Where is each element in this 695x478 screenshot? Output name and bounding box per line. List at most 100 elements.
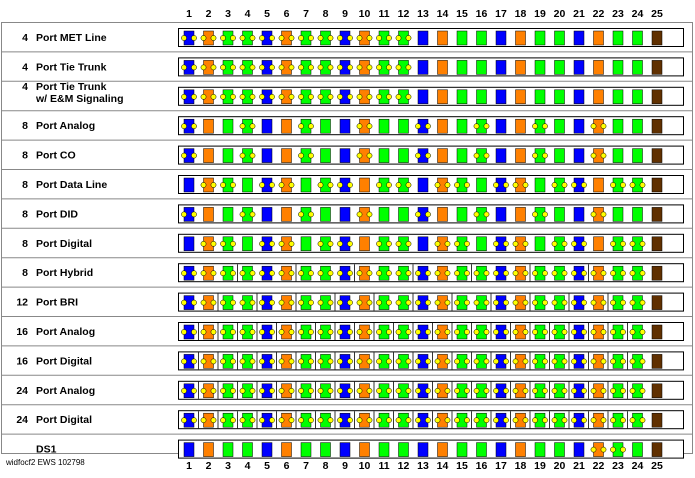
pin-number-bottom: 9 <box>342 460 348 472</box>
active-pin-dot <box>532 123 538 130</box>
pin-number-top: 1 <box>186 8 192 20</box>
active-pin-dot <box>571 299 577 306</box>
active-pin-dot <box>269 417 275 424</box>
pin-number-top: 24 <box>632 8 644 20</box>
active-pin-dot <box>366 152 373 159</box>
active-pin-dot <box>376 270 382 277</box>
active-pin-dot <box>220 299 226 306</box>
active-pin-dot <box>298 387 304 394</box>
pin-17 <box>495 30 507 46</box>
pin-number-top: 16 <box>476 8 488 20</box>
active-pin-dot <box>639 182 646 188</box>
pin-23 <box>612 118 624 134</box>
connector-row: 8 Port Digital <box>2 227 692 253</box>
active-pin-dot <box>239 270 246 277</box>
pin-21 <box>573 442 585 457</box>
connector-row: DS1 <box>2 433 692 459</box>
pin-18 <box>515 89 526 105</box>
row-port-type: Port CO <box>36 150 76 162</box>
active-pin-dot <box>415 299 421 306</box>
active-pin-dot <box>473 358 480 365</box>
active-pin-dot <box>376 358 382 365</box>
pin-number-bottom: 5 <box>264 460 270 472</box>
active-pin-dot <box>337 387 343 394</box>
active-pin-dot <box>561 387 568 394</box>
active-pin-dot <box>473 152 480 159</box>
active-pin-dot <box>327 417 334 424</box>
active-pin-dot <box>239 417 246 424</box>
row-port-type: Port Tie Trunk <box>36 81 107 93</box>
active-pin-dot <box>542 417 548 424</box>
pin-number-bottom: 3 <box>225 460 231 472</box>
pin-25 <box>651 295 663 310</box>
active-pin-dot <box>230 182 236 188</box>
active-pin-dot <box>581 182 587 188</box>
active-pin-dot <box>512 358 519 365</box>
pin-19 <box>534 236 546 252</box>
active-pin-dot <box>249 35 256 41</box>
row-port-count: 8 <box>22 120 28 132</box>
pin-number-top: 2 <box>206 8 212 20</box>
pin-14 <box>437 60 448 75</box>
active-pin-dot <box>317 35 324 41</box>
active-pin-dot <box>444 182 451 188</box>
pin-number-bottom: 24 <box>632 460 644 472</box>
active-pin-dot <box>600 358 607 365</box>
active-pin-dot <box>376 35 382 41</box>
connector-row: 24 Port Digital <box>2 404 692 430</box>
pin-15 <box>456 442 468 457</box>
pin-16 <box>476 177 487 193</box>
active-pin-dot <box>308 123 314 130</box>
active-pin-dot <box>542 152 548 159</box>
active-pin-dot <box>230 417 236 424</box>
active-pin-dot <box>483 387 490 394</box>
active-pin-dot <box>629 358 636 365</box>
active-pin-dot <box>317 182 324 188</box>
active-pin-dot <box>327 35 334 41</box>
active-pin-dot <box>405 270 412 277</box>
active-pin-dot <box>269 64 275 71</box>
pin-7 <box>300 236 312 252</box>
active-pin-dot <box>600 417 607 424</box>
pin-17 <box>495 89 507 105</box>
pin-3 <box>222 118 234 134</box>
active-pin-dot <box>629 417 636 424</box>
row-port-count: 24 <box>16 414 28 426</box>
active-pin-dot <box>551 417 558 424</box>
active-pin-dot <box>230 387 236 394</box>
active-pin-dot <box>191 329 197 335</box>
active-pin-dot <box>259 182 265 188</box>
active-pin-dot <box>259 240 265 247</box>
active-pin-dot <box>639 358 646 365</box>
active-pin-dot <box>298 123 304 130</box>
active-pin-dot <box>278 270 285 277</box>
active-pin-dot <box>249 93 256 100</box>
active-pin-dot <box>298 93 304 100</box>
pin-13 <box>417 236 429 252</box>
pin-20 <box>554 442 565 457</box>
active-pin-dot <box>434 270 441 277</box>
active-pin-dot <box>249 329 256 335</box>
active-pin-dot <box>386 417 392 424</box>
active-pin-dot <box>327 387 334 394</box>
active-pin-dot <box>454 358 460 365</box>
active-pin-dot <box>639 387 646 394</box>
active-pin-dot <box>395 182 402 188</box>
active-pin-dot <box>415 329 421 335</box>
active-pin-dot <box>356 123 363 130</box>
active-pin-dot <box>327 64 334 71</box>
active-pin-dot <box>639 329 646 335</box>
active-pin-dot <box>395 64 402 71</box>
pin-2 <box>203 207 214 222</box>
active-pin-dot <box>405 93 412 100</box>
active-pin-dot <box>337 182 343 188</box>
active-pin-dot <box>620 329 626 335</box>
active-pin-dot <box>356 64 363 71</box>
active-pin-dot <box>610 182 616 188</box>
active-pin-dot <box>581 358 587 365</box>
active-pin-dot <box>210 240 217 247</box>
active-pin-dot <box>269 329 275 335</box>
pin-number-bottom: 18 <box>515 460 527 472</box>
active-pin-dot <box>434 240 441 247</box>
connector-outline <box>178 175 684 194</box>
